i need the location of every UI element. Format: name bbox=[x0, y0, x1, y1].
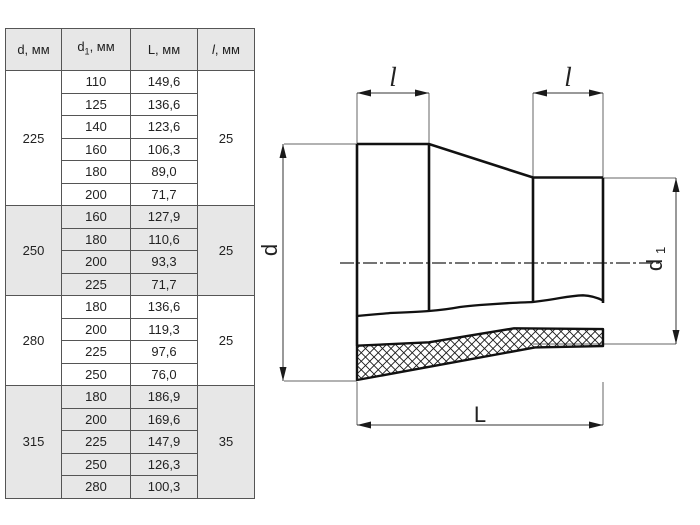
svg-text:l: l bbox=[564, 62, 572, 92]
svg-text:L: L bbox=[474, 402, 486, 427]
svg-text:d: d bbox=[257, 244, 282, 256]
svg-text:d: d bbox=[642, 259, 667, 271]
svg-text:1: 1 bbox=[653, 247, 668, 254]
svg-text:l: l bbox=[389, 62, 397, 92]
